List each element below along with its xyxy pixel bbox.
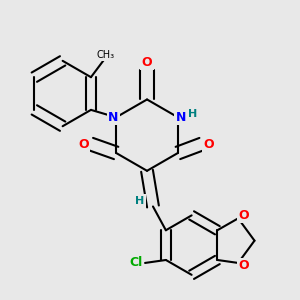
Text: H: H [188, 109, 197, 119]
Text: O: O [239, 260, 249, 272]
Text: O: O [78, 138, 89, 151]
Text: N: N [176, 111, 186, 124]
Text: O: O [239, 209, 249, 222]
Text: O: O [204, 138, 214, 151]
Text: CH₃: CH₃ [97, 50, 115, 60]
Text: H: H [135, 196, 144, 206]
Text: O: O [142, 56, 152, 69]
Text: N: N [108, 111, 119, 124]
Text: Cl: Cl [130, 256, 143, 269]
